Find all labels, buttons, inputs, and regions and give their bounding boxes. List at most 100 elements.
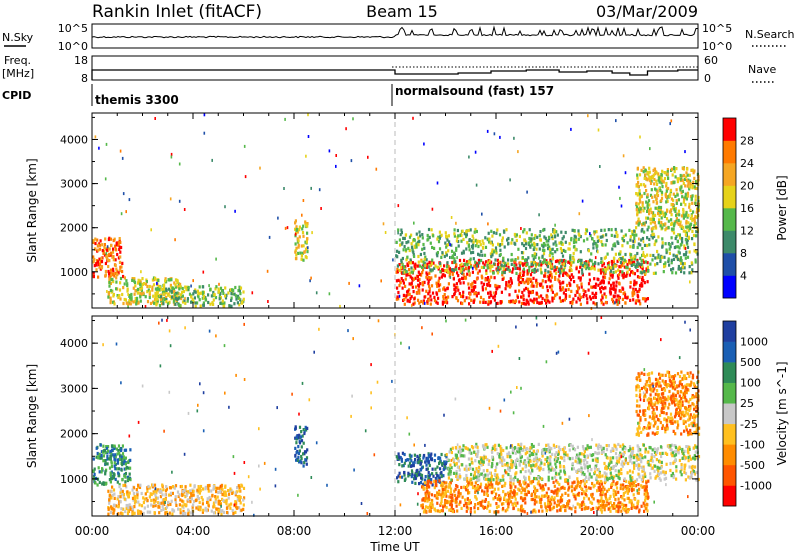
echo-cell: [574, 238, 578, 242]
echo-cell: [621, 236, 624, 241]
echo-cell: [589, 267, 593, 271]
echo-cell: [506, 508, 509, 512]
echo-cell: [425, 496, 428, 500]
echo-cell: [642, 166, 645, 170]
echo-cell: [674, 209, 677, 213]
echo-cell: [638, 299, 641, 303]
echo-cell: [213, 504, 216, 508]
echo-cell: [116, 458, 119, 462]
echo-cell: [518, 488, 521, 492]
echo-cell: [472, 299, 475, 303]
echo-cell: [182, 289, 185, 294]
echo-cell: [437, 474, 440, 478]
echo-cell: [668, 247, 671, 251]
echo-cell: [128, 476, 131, 480]
echo-cell: [619, 501, 622, 505]
echo-cell: [118, 288, 122, 292]
echo-cell: [431, 505, 434, 509]
echo-cell: [297, 239, 300, 243]
echo-cell: [169, 294, 172, 298]
echo-cell: [696, 207, 699, 211]
echo-cell: [417, 243, 420, 247]
echo-cell: [124, 509, 127, 514]
echo-cell: [633, 505, 636, 510]
echo-cell: [660, 181, 663, 185]
echo-cell: [690, 261, 693, 265]
echo-cell: [92, 255, 95, 259]
echo-cell: [540, 294, 543, 298]
echo-cell: [164, 277, 167, 281]
echo-cell: [212, 298, 215, 302]
echo-cell: [632, 257, 635, 261]
echo-cell: [298, 228, 301, 232]
echo-cell: [198, 488, 201, 492]
echo-cell: [445, 455, 448, 459]
echo-cell: [649, 476, 652, 480]
echo-cell: [609, 287, 612, 291]
y-tick-label: 4000: [60, 133, 88, 146]
echo-cell: [612, 301, 615, 305]
echo-cell: [679, 220, 682, 224]
echo-cell: [541, 248, 545, 252]
echo-cell: [584, 231, 587, 236]
echo-cell: [556, 499, 560, 503]
echo-cell: [104, 462, 107, 466]
echo-cell: [525, 231, 528, 235]
echo-cell: [602, 279, 605, 283]
echo-cell: [655, 226, 658, 230]
echo-cell: [650, 179, 653, 183]
echo-cell: [680, 269, 683, 274]
echo-cell: [439, 456, 442, 460]
echo-cell: [644, 173, 647, 177]
echo-cell: [482, 300, 485, 304]
echo-cell: [161, 287, 164, 291]
echo-cell: [221, 487, 224, 492]
echo-cell: [442, 467, 445, 472]
echo-cell: [107, 445, 110, 449]
echo-cell: [98, 470, 101, 474]
echo-cell: [592, 497, 595, 501]
echo-cell: [507, 505, 510, 509]
echo-cell: [544, 483, 547, 487]
echo-cell: [304, 247, 308, 251]
echo-cell: [440, 499, 443, 503]
echo-cell: [645, 220, 647, 224]
echo-cell: [571, 481, 574, 485]
echo-cell: [494, 258, 497, 262]
echo-cell: [306, 231, 309, 235]
nsky-line: [91, 25, 698, 46]
echo-cell: [296, 237, 299, 241]
echo-cell: [467, 481, 470, 485]
echo-cell: [491, 483, 494, 487]
echo-cell: [239, 495, 242, 500]
echo-cell: [546, 495, 549, 499]
echo-cell: [437, 279, 440, 283]
echo-cell: [675, 201, 678, 205]
echo-cell: [494, 283, 497, 288]
echo-cell: [425, 265, 428, 269]
echo-cell: [612, 479, 615, 483]
echo-cell: [524, 246, 528, 251]
echo-cell: [420, 299, 423, 304]
echo-cell: [630, 478, 633, 482]
echo-cell: [111, 449, 114, 453]
echo-cell: [399, 243, 402, 247]
echo-cell: [418, 291, 421, 295]
echo-cell: [524, 497, 527, 501]
echo-cell: [678, 177, 681, 181]
echo-cell: [685, 240, 688, 244]
echo-cell: [634, 301, 637, 305]
echo-cell: [614, 301, 616, 305]
echo-cell: [109, 281, 112, 285]
echo-cell: [158, 288, 161, 292]
echo-cell: [582, 479, 585, 483]
echo-cell: [580, 285, 583, 289]
echo-cell: [523, 262, 526, 266]
echo-cell: [461, 495, 464, 499]
echo-cell: [238, 489, 241, 493]
echo-cell: [146, 504, 149, 508]
echo-cell: [294, 250, 297, 254]
echo-cell: [574, 510, 577, 514]
echo-cell: [668, 243, 671, 247]
echo-cell: [179, 293, 182, 297]
